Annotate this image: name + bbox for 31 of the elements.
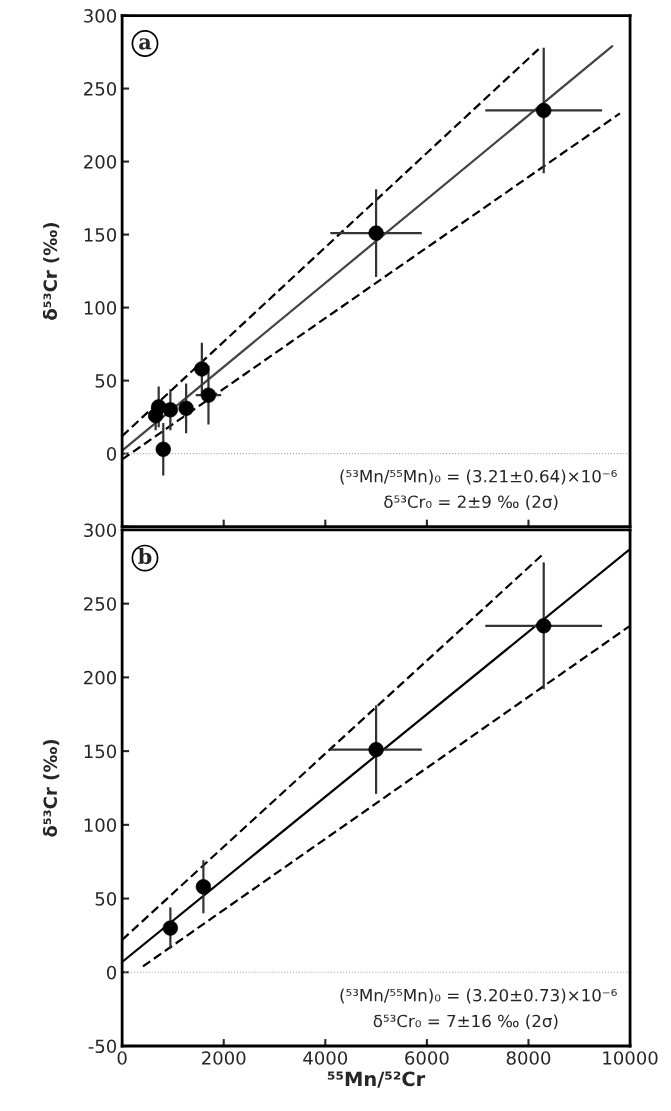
y-axis-title: δ⁵³Cr (‰): [42, 739, 60, 837]
y-tick-label: -50: [88, 1039, 117, 1054]
annotation: a: [139, 38, 152, 50]
x-tick-label: 8000: [506, 1051, 551, 1065]
annotation: (⁵³Mn/⁵⁵Mn)₀ = (3.20±0.73)×10⁻⁶: [340, 988, 617, 1004]
y-tick-label: 200: [84, 670, 117, 685]
y-tick-label: 300: [84, 9, 117, 23]
y-tick-label: 50: [95, 892, 117, 906]
x-tick-label: 10000: [603, 1051, 658, 1065]
y-tick-label: 150: [84, 228, 117, 242]
y-tick-label: 250: [84, 82, 117, 96]
y-tick-label: 250: [84, 597, 117, 611]
x-tick-label: 4000: [303, 1051, 348, 1065]
annotation: b: [138, 548, 152, 565]
y-tick-label: 300: [84, 523, 117, 538]
y-tick-label: 200: [84, 155, 117, 169]
y-tick-label: 100: [84, 818, 117, 832]
x-tick-label: 0: [117, 1051, 127, 1065]
annotation: δ⁵³Cr₀ = 2±9 ‰ (2σ): [384, 495, 558, 511]
y-tick-label: 150: [84, 744, 117, 759]
annotation: (⁵³Mn/⁵⁵Mn)₀ = (3.21±0.64)×10⁻⁶: [340, 469, 617, 485]
y-tick-label: 0: [106, 447, 117, 461]
x-axis-title: ⁵⁵Mn/⁵²Cr: [327, 1071, 426, 1088]
y-tick-label: 100: [84, 301, 117, 315]
y-tick-label: 0: [106, 965, 117, 980]
y-tick-label: 50: [95, 374, 117, 388]
x-tick-label: 2000: [202, 1051, 246, 1065]
annotation: δ⁵³Cr₀ = 7±16 ‰ (2σ): [373, 1014, 558, 1030]
x-tick-label: 6000: [405, 1051, 449, 1065]
y-axis-title: δ⁵³Cr (‰): [42, 223, 60, 320]
point: [162, 920, 179, 936]
